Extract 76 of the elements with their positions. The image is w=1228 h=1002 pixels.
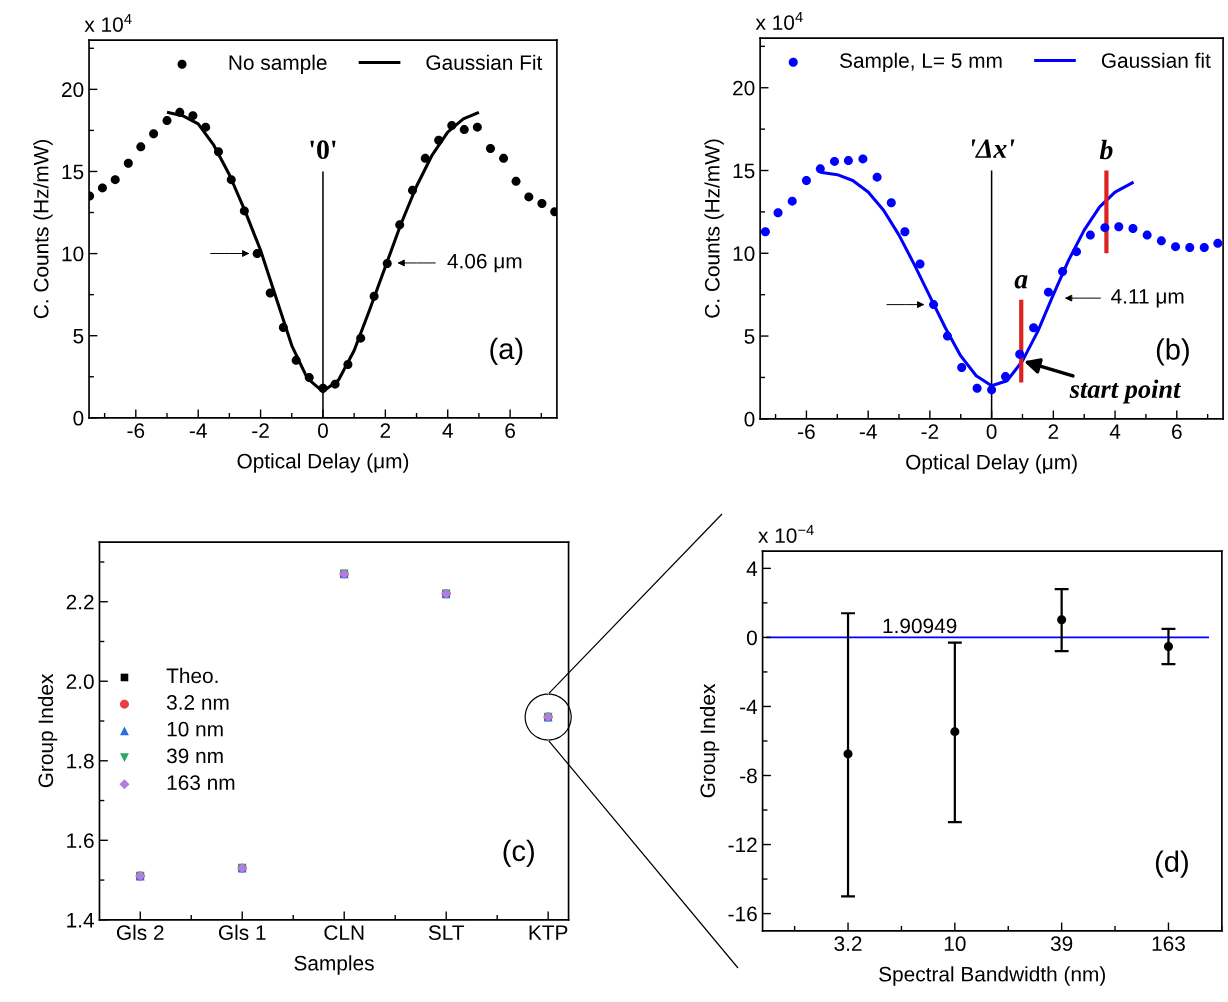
x-axis-title: Samples	[294, 955, 374, 975]
x-tick-label: -4	[859, 424, 877, 439]
x-tick-label: 0	[317, 423, 328, 438]
legend-label: Gaussian fit	[1101, 52, 1211, 68]
x-tick-label: 2	[1048, 424, 1059, 439]
y-tick-label: 10	[733, 246, 755, 262]
y-tick-label: -16	[728, 906, 757, 922]
annotation: 4.06 μm	[447, 253, 522, 273]
y-tick-label: 0	[746, 630, 757, 646]
x-tick-label: KTP	[529, 925, 568, 940]
x-tick-label: 39	[1050, 936, 1073, 952]
legend-label: 163 nm	[167, 775, 235, 790]
y-tick-label: 4	[746, 561, 758, 576]
x-tick-label: -2	[252, 423, 269, 438]
x-tick-label: 10	[944, 936, 966, 952]
x-tick-label: 163	[1152, 936, 1185, 952]
annotation: b	[1099, 139, 1113, 160]
y-tick-label: 0	[73, 410, 84, 426]
x-tick-label: CLN	[324, 925, 364, 940]
x-axis-title: Spectral Bandwidth (nm)	[879, 966, 1105, 986]
text: x 10$^{4}$	[84, 14, 132, 32]
y-axis-title: Group Index	[699, 683, 720, 798]
x-tick-label: Gls 1	[218, 924, 266, 940]
y-tick-label: 1.4	[67, 913, 94, 928]
y-tick-label: 5	[73, 328, 84, 344]
x-tick-label: 2	[380, 423, 391, 438]
y-tick-label: 20	[733, 80, 755, 96]
annotation: (d)	[1155, 850, 1188, 878]
annotation: (c)	[503, 839, 534, 867]
y-tick-label: 10	[62, 246, 84, 262]
legend-label: 10 nm	[167, 721, 223, 737]
y-axis-title: C. Counts (Hz/mW)	[33, 139, 53, 319]
y-axis-title: C. Counts (Hz/mW)	[704, 139, 724, 318]
ref-line-label: 'Δx'	[972, 139, 1015, 158]
y-tick-label: 2.2	[66, 594, 94, 610]
annotation: (b)	[1156, 338, 1189, 366]
y-tick-label: 5	[744, 329, 755, 344]
y-tick-label: 15	[62, 164, 84, 180]
x-tick-label: 4	[442, 423, 453, 438]
legend-label: No sample	[229, 54, 327, 75]
annotation: 1.90949	[883, 618, 957, 634]
x-tick-label: -2	[921, 424, 939, 439]
legend-label: 3.2 nm	[166, 695, 229, 710]
annotation: 4.11 μm	[1111, 289, 1184, 308]
x-tick-label: Gls 2	[117, 924, 164, 940]
x-tick-label: 6	[1172, 424, 1182, 439]
x-tick-label: 3.2	[834, 936, 862, 952]
y-tick-label: 15	[733, 163, 755, 179]
annotation: a	[1014, 275, 1028, 289]
y-axis-title: Group Index	[37, 673, 58, 788]
legend-label: 39 nm	[166, 748, 223, 764]
y-tick-label: 20	[62, 82, 84, 98]
ref-line-label: '0'	[310, 140, 336, 160]
x-tick-label: 6	[505, 423, 515, 438]
y-tick-label: 0	[744, 411, 755, 427]
x-axis-title: Optical Delay (μm)	[906, 454, 1077, 474]
annotation: (a)	[490, 337, 523, 365]
text: x 10$^{4}$	[755, 12, 803, 30]
x-axis-title: Optical Delay (μm)	[237, 453, 409, 473]
y-tick-label: -12	[728, 837, 757, 853]
x-tick-label: -6	[798, 424, 815, 439]
legend-label: Theo.	[166, 667, 218, 684]
x-tick-label: SLT	[428, 925, 465, 940]
x-tick-label: 0	[986, 424, 997, 439]
y-tick-label: 1.8	[67, 753, 94, 769]
y-tick-label: 2.0	[66, 674, 94, 690]
y-tick-label: -8	[740, 768, 757, 784]
x-tick-label: 4	[1109, 424, 1121, 439]
legend-label: Gaussian Fit	[426, 54, 543, 70]
text: x 10$^{−4}$	[758, 525, 814, 543]
y-tick-label: 1.6	[67, 833, 94, 849]
legend-label: Sample, L= 5 mm	[840, 52, 1002, 73]
y-tick-label: -4	[740, 699, 758, 714]
annotation: start point	[1069, 379, 1182, 404]
x-tick-label: -4	[189, 423, 207, 438]
x-tick-label: -6	[127, 423, 145, 438]
